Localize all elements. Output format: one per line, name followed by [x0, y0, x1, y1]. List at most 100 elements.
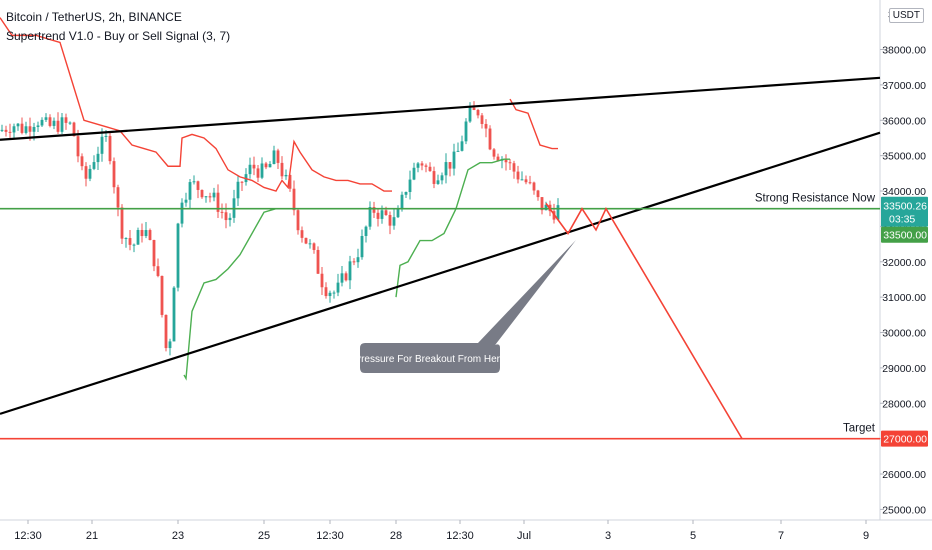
candle-body [360, 236, 364, 258]
time-tick-label: 23 [172, 530, 184, 542]
price-tick-label: 37000.00 [882, 80, 926, 92]
indicator-legend[interactable]: Supertrend V1.0 - Buy or Sell Signal (3,… [6, 29, 231, 43]
candle-body [52, 120, 56, 126]
currency-selector[interactable]: USDT [888, 8, 924, 23]
drawings: Strong Resistance Now Target [0, 76, 881, 440]
candle-body [264, 163, 268, 168]
time-axis[interactable]: 12:30 21 23 25 12:30 28 12:30 Jul 3 5 7 9 [14, 520, 869, 542]
price-axis[interactable]: 25000.00 26000.00 27000.00 28000.00 29000.00… [880, 9, 928, 516]
price-tick-label: 28000.00 [882, 398, 926, 410]
candle-body [336, 282, 340, 293]
candle-body [140, 229, 144, 237]
candle-body [520, 179, 524, 181]
candle-body [252, 164, 256, 169]
candle-body [96, 153, 100, 163]
time-tick-label: 7 [778, 530, 784, 542]
candle-body [88, 168, 92, 179]
candle-body [416, 163, 420, 168]
candle-body [116, 187, 120, 208]
candle-body [0, 129, 4, 131]
target-label: Target [843, 423, 876, 435]
candle-body [148, 230, 152, 241]
candle-body [124, 238, 128, 240]
resistance-badge [881, 226, 928, 243]
candle-body [156, 266, 160, 276]
candle-body [420, 163, 424, 166]
candle-body [412, 167, 416, 180]
candle-body [292, 188, 296, 211]
candle-body [4, 129, 8, 132]
candle-body [536, 190, 540, 198]
candle-body [464, 121, 468, 142]
candle-body [40, 119, 44, 126]
candle-body [36, 125, 40, 127]
candle-body [516, 171, 520, 180]
candle-body [176, 223, 180, 288]
candle-body [320, 273, 324, 288]
candle-body [160, 275, 164, 315]
candle-body [220, 211, 224, 213]
candle-body [44, 117, 48, 120]
price-tick-label: 36000.00 [882, 115, 926, 127]
candle-body [132, 244, 136, 246]
chart-title: Bitcoin / TetherUS, 2h, BINANCE [6, 10, 182, 24]
projection-path [545, 202, 743, 440]
candle-body [352, 261, 356, 263]
candlestick-series [0, 101, 560, 356]
candle-body [272, 150, 276, 164]
candle-body [128, 238, 132, 245]
candle-body [56, 120, 60, 132]
last-price-value: 33500.26 [883, 201, 927, 213]
candle-body [24, 126, 28, 133]
callout-bubble [360, 240, 576, 373]
candle-body [428, 166, 432, 172]
candle-body [28, 126, 32, 132]
candle-body [200, 189, 204, 198]
price-tick-label: 34000.00 [882, 186, 926, 198]
candle-body [16, 123, 20, 127]
supertrend-up-line [183, 208, 288, 381]
candle-body [180, 202, 184, 224]
candle-body [164, 314, 168, 349]
last-price-badge [881, 196, 928, 227]
candle-body [256, 168, 260, 178]
price-tick-label: 38000.00 [882, 45, 926, 57]
time-tick-label: 21 [86, 530, 98, 542]
chart-grid [0, 0, 932, 521]
breakout-callout: Pressure For Breakout From Here [354, 240, 576, 373]
candle-body [460, 141, 464, 151]
candle-body [144, 230, 148, 237]
trendline [0, 131, 881, 415]
candle-body [488, 128, 492, 150]
candle-body [532, 182, 536, 191]
candle-body [192, 181, 196, 183]
candle-body [448, 162, 452, 169]
time-tick-label: 28 [390, 530, 402, 542]
candle-body [396, 209, 400, 218]
candle-body [172, 287, 176, 342]
candle-body [348, 261, 352, 281]
trendline [0, 76, 881, 141]
candle-body [512, 163, 516, 172]
candle-body [112, 161, 116, 188]
price-tick-label: 32000.00 [882, 257, 926, 269]
candle-body [400, 194, 404, 210]
time-tick-label: 5 [690, 530, 696, 542]
target-badge-value: 27000.00 [883, 434, 927, 446]
candle-body [384, 210, 388, 216]
candle-body [228, 217, 232, 221]
candle-body [8, 131, 12, 133]
candle-body [80, 156, 84, 167]
supertrend-down-line [0, 17, 392, 192]
candle-body [240, 181, 244, 183]
candle-body [424, 165, 428, 167]
candle-body [260, 163, 264, 178]
candle-body [296, 210, 300, 231]
candle-body [72, 122, 76, 137]
candle-body [184, 199, 188, 203]
candle-body [540, 197, 544, 211]
candle-body [224, 212, 228, 221]
candle-body [408, 179, 412, 193]
candle-body [344, 273, 348, 281]
